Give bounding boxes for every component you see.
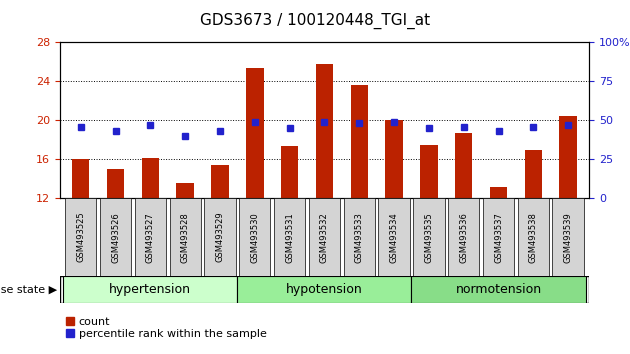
- Bar: [204, 198, 236, 276]
- Bar: [246, 68, 263, 198]
- Text: GSM493536: GSM493536: [459, 212, 468, 263]
- Text: GSM493539: GSM493539: [564, 212, 573, 263]
- Bar: [100, 198, 131, 276]
- Bar: [413, 198, 445, 276]
- Bar: [379, 198, 410, 276]
- Bar: [72, 159, 89, 198]
- Bar: [448, 198, 479, 276]
- Text: GSM493537: GSM493537: [494, 212, 503, 263]
- Bar: [211, 165, 229, 198]
- Bar: [169, 198, 201, 276]
- Bar: [553, 198, 584, 276]
- Text: GSM493534: GSM493534: [389, 212, 399, 263]
- Text: hypotension: hypotension: [286, 283, 363, 296]
- Bar: [411, 276, 585, 303]
- Bar: [107, 169, 124, 198]
- Bar: [490, 187, 507, 198]
- Bar: [559, 116, 577, 198]
- Text: GSM493529: GSM493529: [215, 212, 224, 263]
- Text: GSM493538: GSM493538: [529, 212, 538, 263]
- Bar: [316, 64, 333, 198]
- Bar: [176, 183, 194, 198]
- Bar: [518, 198, 549, 276]
- Bar: [386, 120, 403, 198]
- Bar: [238, 276, 411, 303]
- Text: GSM493535: GSM493535: [425, 212, 433, 263]
- Text: disease state ▶: disease state ▶: [0, 284, 57, 295]
- Text: GSM493533: GSM493533: [355, 212, 364, 263]
- Text: GDS3673 / 100120448_TGI_at: GDS3673 / 100120448_TGI_at: [200, 12, 430, 29]
- Text: GSM493527: GSM493527: [146, 212, 155, 263]
- Text: GSM493525: GSM493525: [76, 212, 85, 263]
- Text: GSM493526: GSM493526: [111, 212, 120, 263]
- Bar: [343, 198, 375, 276]
- Bar: [281, 146, 299, 198]
- Legend: count, percentile rank within the sample: count, percentile rank within the sample: [66, 317, 266, 339]
- Text: GSM493532: GSM493532: [320, 212, 329, 263]
- Text: GSM493530: GSM493530: [250, 212, 260, 263]
- Bar: [525, 149, 542, 198]
- Bar: [239, 198, 270, 276]
- Bar: [135, 198, 166, 276]
- Bar: [64, 276, 238, 303]
- Bar: [350, 85, 368, 198]
- Text: normotension: normotension: [455, 283, 542, 296]
- Text: GSM493531: GSM493531: [285, 212, 294, 263]
- Bar: [309, 198, 340, 276]
- Bar: [65, 198, 96, 276]
- Text: GSM493528: GSM493528: [181, 212, 190, 263]
- Bar: [483, 198, 514, 276]
- Bar: [420, 145, 438, 198]
- Bar: [274, 198, 306, 276]
- Bar: [142, 158, 159, 198]
- Bar: [455, 133, 472, 198]
- Text: hypertension: hypertension: [110, 283, 192, 296]
